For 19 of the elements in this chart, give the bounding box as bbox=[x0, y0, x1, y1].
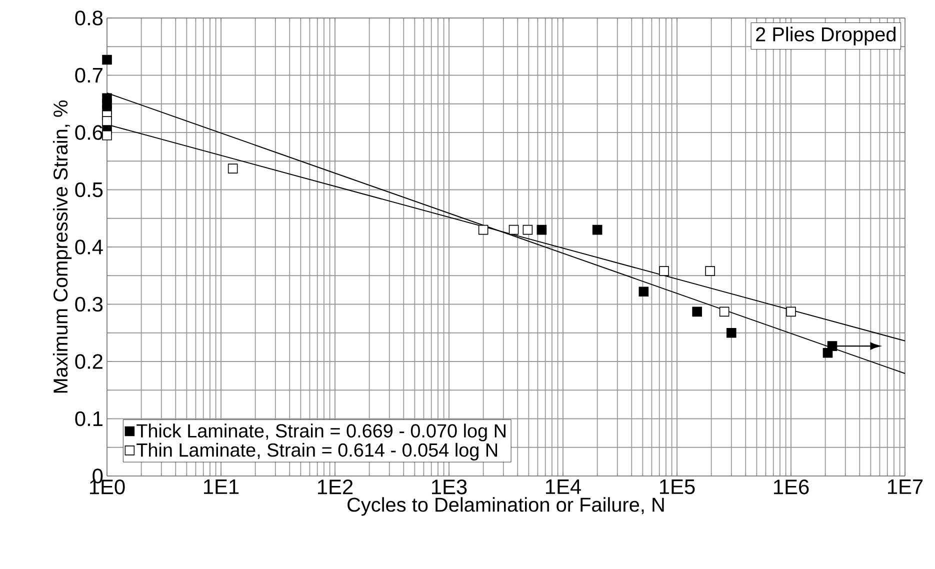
x-axis-title: Cycles to Delamination or Failure, N bbox=[348, 497, 664, 516]
x-tick-label: 1E2 bbox=[318, 480, 353, 494]
y-tick-label: 0.4 bbox=[75, 240, 103, 254]
x-tick-label: 1E7 bbox=[888, 480, 923, 494]
y-tick-label: 0.3 bbox=[75, 296, 103, 312]
x-tick-label: 1E3 bbox=[432, 480, 467, 494]
y-tick-label: 0.2 bbox=[75, 354, 102, 369]
legend-label: Thick Laminate, Strain = 0.669 - 0.070 log N bbox=[136, 424, 506, 442]
legend-label: Thin Laminate, Strain = 0.614 - 0.054 log N bbox=[136, 442, 498, 460]
annotation: 2 Plies Dropped bbox=[756, 26, 896, 46]
y-axis-title: Maximum Compressive Strain, % bbox=[52, 100, 72, 393]
y-tick-label: 0.1 bbox=[75, 411, 102, 426]
x-tick-label: 1E6 bbox=[774, 480, 809, 494]
x-tick-label: 1E1 bbox=[204, 480, 239, 494]
y-tick-label: 0.7 bbox=[75, 68, 102, 83]
y-tick-label: 0.5 bbox=[75, 182, 103, 198]
y-tick-label: 0.8 bbox=[75, 10, 103, 26]
x-tick-label: 1E5 bbox=[660, 480, 695, 494]
x-tick-label: 1E4 bbox=[546, 480, 581, 494]
